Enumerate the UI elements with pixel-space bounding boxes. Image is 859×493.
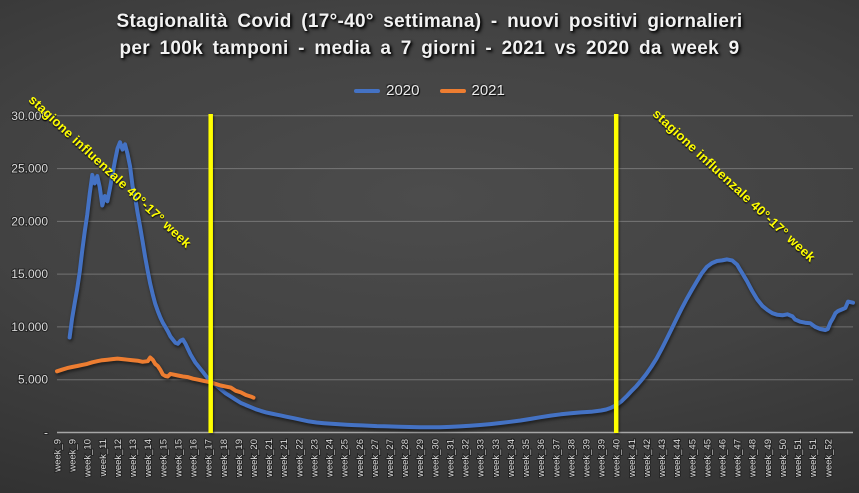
x-axis-label: week_34 (506, 439, 517, 478)
y-axis-label: 5.000 (18, 373, 48, 387)
x-axis-label: week_42 (642, 439, 653, 478)
legend-item-2020: 2020 (354, 82, 420, 99)
x-axis-label: week_23 (309, 439, 320, 478)
y-axis-label: 10.000 (11, 320, 48, 334)
x-axis-label: week_39 (597, 439, 608, 478)
legend-item-2021: 2021 (439, 82, 505, 99)
x-axis-label: week_51 (793, 439, 804, 478)
x-axis-label: week_17 (204, 439, 215, 478)
x-axis-label: week_21 (264, 439, 275, 478)
x-axis-label: week_29 (415, 439, 426, 478)
x-axis-label: week_38 (566, 439, 577, 478)
legend-label-2020: 2020 (386, 82, 420, 99)
chart-title-line2: per 100k tamponi - media a 7 giorni - 20… (119, 38, 740, 59)
x-axis-label: week_44 (672, 439, 683, 478)
chart-title-line1: Stagionalità Covid (17°-40° settimana) -… (116, 11, 743, 32)
x-axis-label: week_31 (446, 439, 457, 478)
x-axis-label: week_50 (778, 439, 789, 478)
x-axis-label: week_21 (279, 439, 290, 478)
chart-legend: 2020 2021 (0, 82, 859, 99)
x-axis-label: week_35 (521, 439, 532, 478)
legend-swatch-2020 (354, 88, 381, 93)
x-axis-label: week_30 (430, 439, 441, 478)
legend-label-2021: 2021 (471, 82, 505, 99)
x-axis-label: week_15 (158, 439, 169, 478)
x-axis-label: week_41 (627, 439, 638, 478)
x-axis-label: week_47 (733, 439, 744, 478)
x-axis-label: week_52 (823, 439, 834, 478)
x-axis-label: week_16 (189, 439, 200, 478)
x-axis-label: week_33 (491, 439, 502, 478)
x-axis-label: week_24 (325, 439, 336, 478)
x-axis-label: week_27 (385, 439, 396, 478)
x-axis-label: week_27 (370, 439, 381, 478)
x-axis-label: week_11 (98, 439, 109, 477)
x-axis-label: week_48 (748, 439, 759, 478)
x-axis-label: week_10 (83, 439, 94, 478)
x-axis-label: week_36 (536, 439, 547, 478)
x-axis-label: week_45 (702, 439, 713, 478)
y-axis-label: 30.000 (11, 109, 48, 123)
x-axis-label: week_25 (340, 439, 351, 478)
x-axis-label: week_46 (718, 439, 729, 478)
x-axis-label: week_32 (461, 439, 472, 478)
x-axis-label: week_43 (657, 439, 668, 478)
x-axis-label: week_15 (173, 439, 184, 478)
x-axis-label: week_26 (355, 439, 366, 478)
y-axis-label: 15.000 (11, 267, 48, 281)
x-axis-label: week_45 (687, 439, 698, 478)
series-line-2020 (67, 140, 855, 430)
x-axis-label: week_39 (582, 439, 593, 478)
x-axis-label: week_18 (219, 439, 230, 478)
chart-title: Stagionalità Covid (17°-40° settimana) -… (0, 8, 859, 62)
x-axis-label: week_13 (128, 439, 139, 478)
x-axis-label: week_14 (143, 439, 154, 478)
x-axis-label: week_22 (294, 439, 305, 478)
y-axis-label: 20.000 (11, 214, 48, 228)
x-axis-label: week_19 (234, 439, 245, 478)
x-axis-label: week_51 (808, 439, 819, 478)
x-axis-label: week_20 (249, 439, 260, 478)
x-axis-label: week_9 (53, 439, 64, 473)
x-axis-label: week_28 (400, 439, 411, 478)
x-axis-label: week_37 (551, 439, 562, 478)
x-axis-label: week_9 (68, 439, 79, 473)
x-axis-label: week_33 (476, 439, 487, 478)
x-axis-label: week_40 (612, 439, 623, 478)
x-axis-label: week_12 (113, 439, 124, 478)
x-axis-label: week_49 (763, 439, 774, 478)
legend-swatch-2021 (439, 88, 466, 93)
y-axis-label: 25.000 (11, 162, 48, 176)
series-line-2021 (55, 355, 256, 400)
y-axis-label: - (44, 426, 48, 440)
